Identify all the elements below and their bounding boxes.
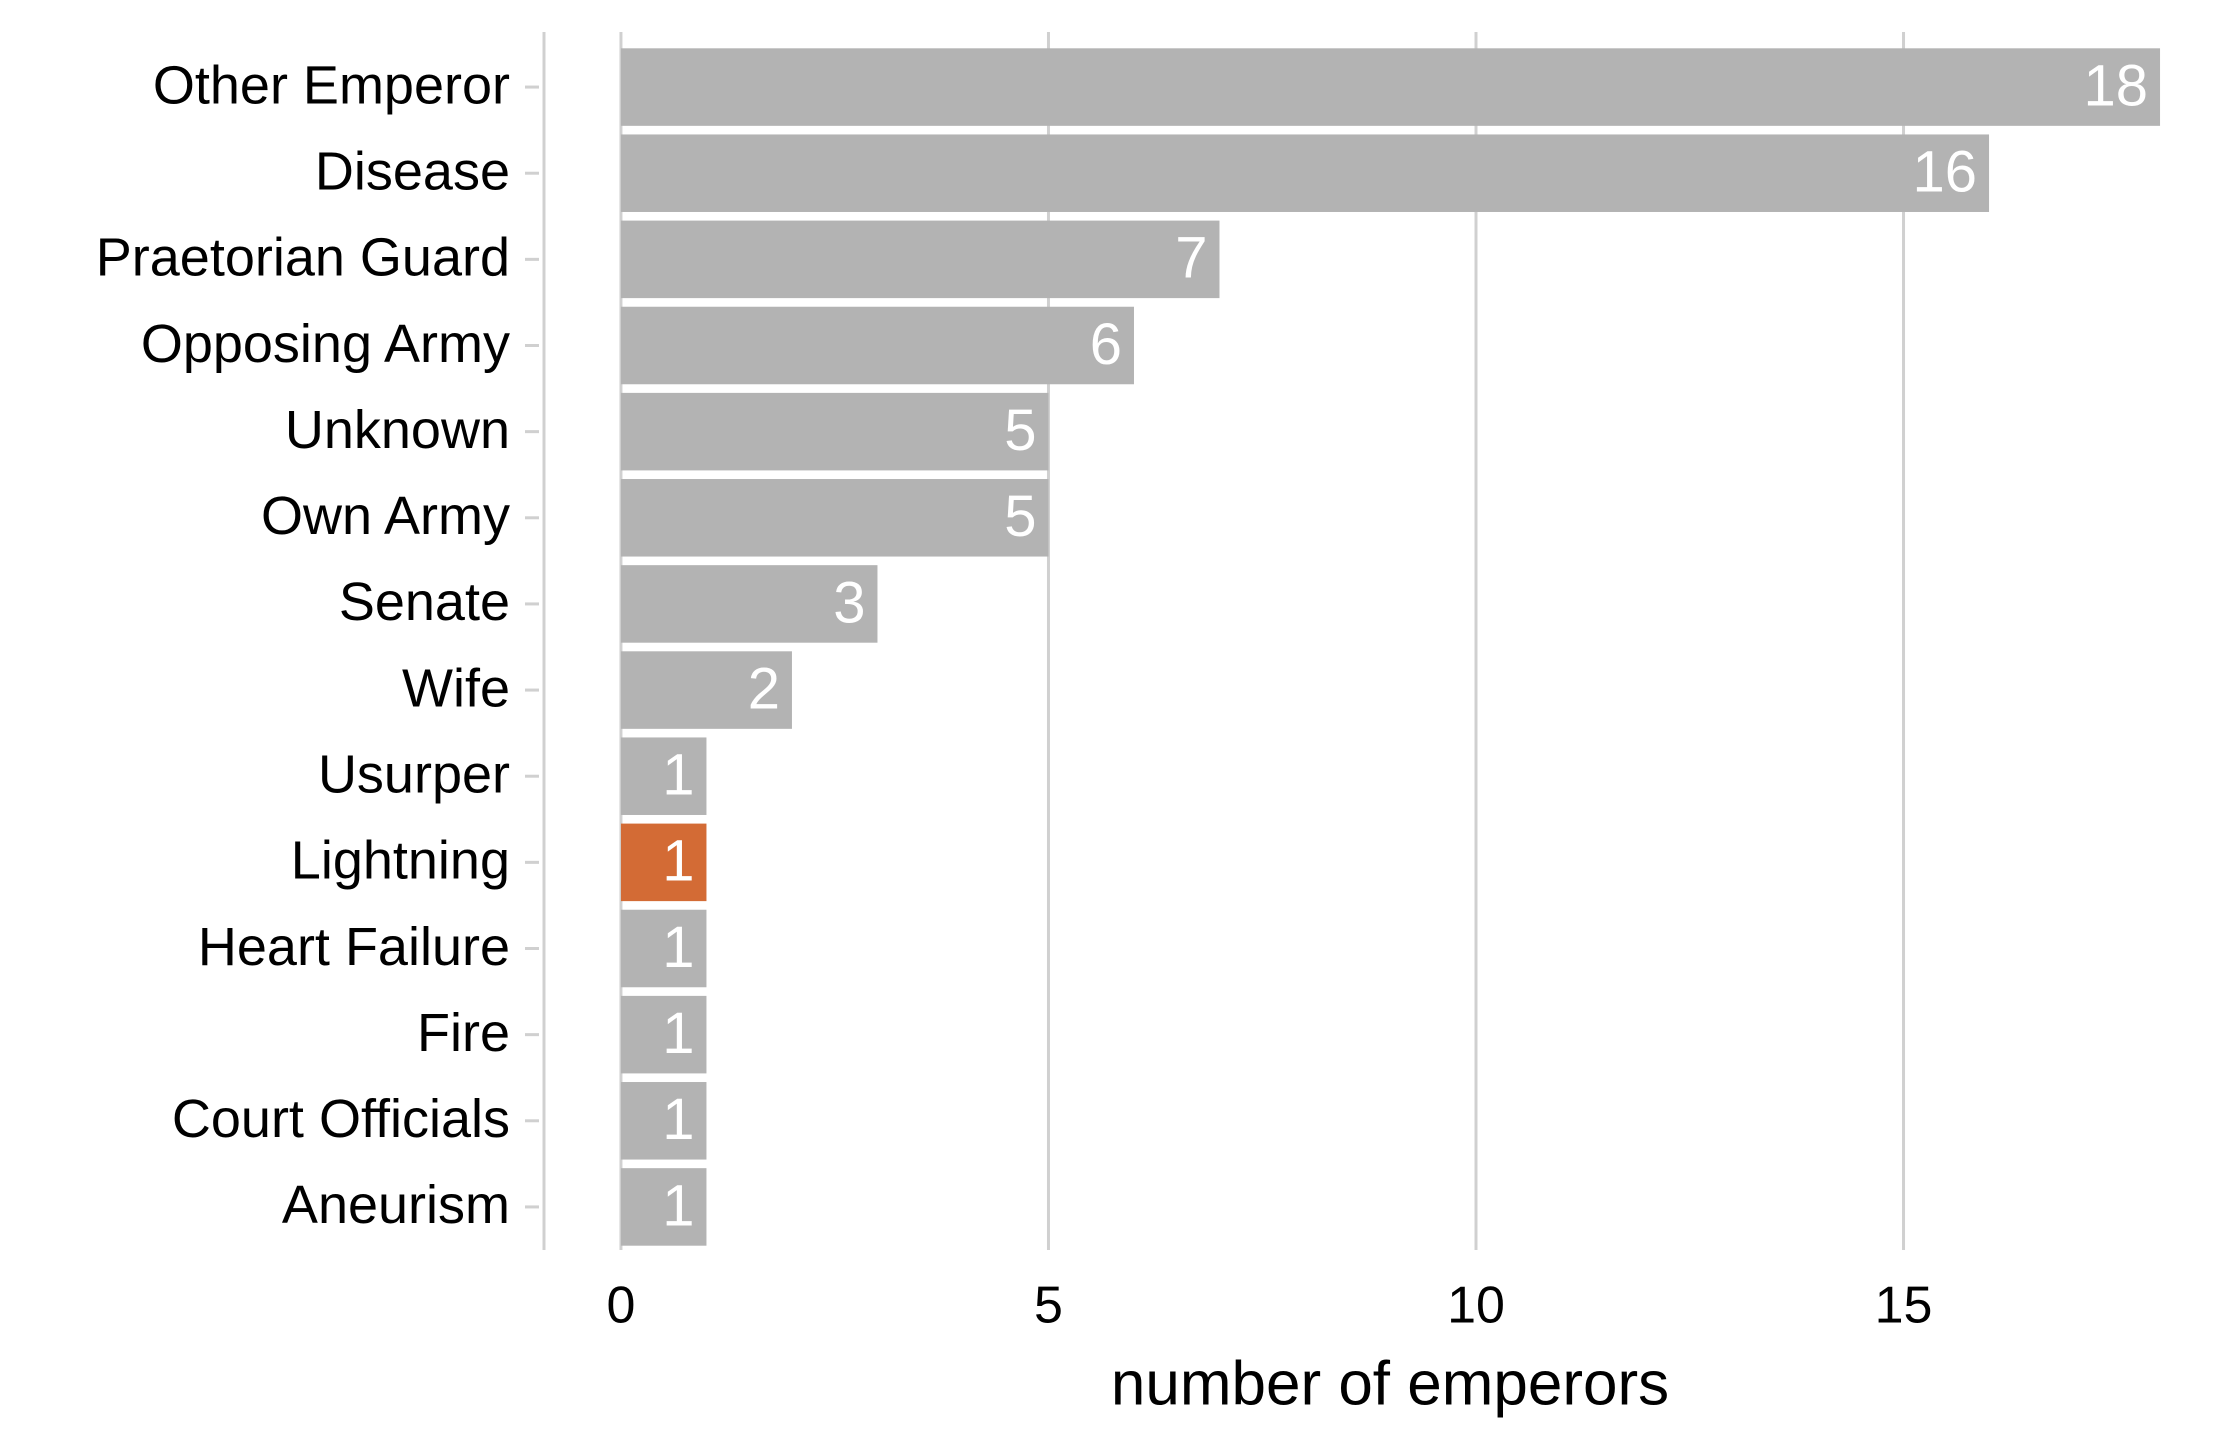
bar <box>620 995 707 1074</box>
bar <box>620 306 1134 385</box>
y-tick-label: Aneurism <box>282 1175 510 1235</box>
y-tick-label: Opposing Army <box>141 314 510 374</box>
value-label: 1 <box>662 1087 694 1152</box>
x-tick-label: 5 <box>1034 1277 1063 1335</box>
y-tick-label: Praetorian Guard <box>96 228 510 288</box>
bar <box>620 651 792 729</box>
bar <box>620 737 707 815</box>
value-label: 16 <box>1913 140 1978 205</box>
value-label: 6 <box>1090 312 1122 377</box>
value-label: 7 <box>1175 226 1207 291</box>
value-label: 3 <box>833 570 865 635</box>
x-axis-title: number of emperors <box>1111 1349 1669 1418</box>
bar <box>620 479 1049 557</box>
bar <box>620 392 1049 471</box>
y-tick-label: Usurper <box>318 744 510 804</box>
bar <box>620 48 2161 126</box>
bar <box>620 134 1990 212</box>
y-tick-label: Other Emperor <box>153 55 510 115</box>
y-tick-label: Wife <box>402 658 510 718</box>
bar <box>620 823 707 902</box>
value-label: 2 <box>748 656 780 721</box>
y-tick-label: Court Officials <box>172 1089 510 1149</box>
bar <box>620 909 707 988</box>
bar <box>620 1082 707 1160</box>
value-label: 1 <box>662 1001 694 1066</box>
x-tick-label: 15 <box>1875 1277 1933 1335</box>
value-label: 5 <box>1004 398 1036 463</box>
y-tick-label: Unknown <box>285 400 510 460</box>
y-tick-label: Heart Failure <box>198 917 510 977</box>
y-tick-label: Own Army <box>261 486 510 546</box>
bar <box>620 565 878 643</box>
y-tick-label: Disease <box>315 141 510 201</box>
value-label: 5 <box>1004 484 1036 549</box>
y-tick-label: Senate <box>339 572 510 632</box>
value-label: 1 <box>662 915 694 980</box>
x-tick-label: 0 <box>606 1277 635 1335</box>
x-tick-label: 10 <box>1447 1277 1505 1335</box>
value-label: 18 <box>2084 53 2149 118</box>
bar <box>620 220 1220 299</box>
y-tick-label: Fire <box>417 1003 510 1063</box>
value-label: 1 <box>662 829 694 894</box>
value-label: 1 <box>662 1173 694 1238</box>
y-tick-label: Lightning <box>291 831 510 891</box>
bar <box>620 1168 707 1246</box>
value-label: 1 <box>662 743 694 808</box>
